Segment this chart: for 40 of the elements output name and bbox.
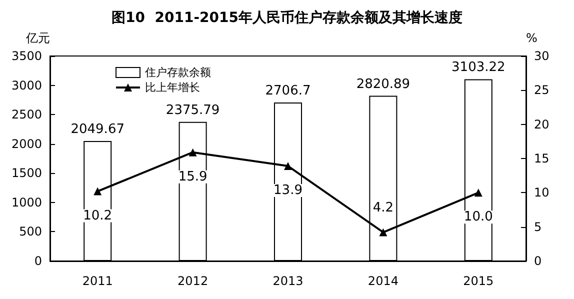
y-tick-label: 0: [34, 254, 42, 268]
legend-label: 比上年增长: [145, 81, 200, 94]
x-tick-label: 2013: [272, 274, 304, 288]
data-label: 2049.67: [70, 122, 124, 137]
y2-tick-label: 20: [534, 117, 550, 132]
legend-label: 住户存款余额: [145, 66, 211, 79]
point: [94, 187, 102, 196]
y2-tick-label: 15: [534, 152, 550, 166]
point: [379, 228, 388, 236]
y-tick-label: 3000: [11, 78, 42, 92]
chart-title: 图10 2011-2015年人民币住户存款余额及其增长速度: [112, 9, 462, 26]
y2-axis-title: %: [526, 31, 538, 45]
x-tick-label: 2012: [178, 274, 208, 288]
point: [188, 148, 197, 156]
point: [474, 188, 482, 197]
x-tick-label: 2014: [368, 274, 398, 288]
x-tick-label: 2011: [82, 274, 113, 288]
y2-tick-label: 30: [534, 49, 550, 63]
y2-tick-label: 0: [534, 254, 542, 268]
y2-tick-label: 10: [534, 186, 550, 200]
data-label: 2706.7: [265, 83, 311, 98]
y-tick-label: 3500: [11, 49, 42, 63]
y-tick-label: 1000: [11, 195, 42, 210]
y-tick-label: 2500: [11, 108, 42, 122]
data-label: 2375.79: [166, 102, 220, 118]
data-label: 13.9: [274, 183, 302, 198]
data-label: 4.2: [372, 200, 394, 216]
data-label: 2820.89: [356, 76, 410, 92]
y2-tick-label: 25: [534, 83, 550, 98]
data-label: 15.9: [178, 169, 208, 184]
y-tick-label: 2000: [11, 136, 42, 151]
y-tick-label: 500: [19, 224, 42, 239]
y-tick-label: 1500: [11, 166, 42, 180]
y-axis-title: 亿元: [25, 31, 50, 45]
data-label: 3103.22: [452, 60, 506, 76]
data-label: 10.0: [464, 210, 493, 225]
y2-tick-label: 5: [534, 220, 542, 234]
data-label: 10.2: [83, 208, 112, 224]
point: [284, 162, 292, 170]
x-tick-label: 2015: [463, 274, 494, 288]
